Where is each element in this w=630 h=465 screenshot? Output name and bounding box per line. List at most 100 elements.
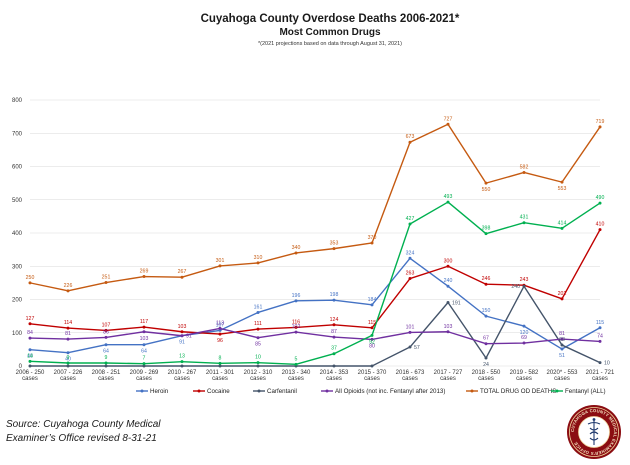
y-tick-label-0: 0 <box>19 364 23 370</box>
data-label-opioids-0: 84 <box>27 330 33 336</box>
data-label-opioids-15: 74 <box>597 333 603 339</box>
series-line-opioids <box>29 327 601 345</box>
point-carfentanil-2 <box>104 364 108 368</box>
data-label-total-10: 673 <box>406 134 415 140</box>
data-label-heroin-15: 115 <box>596 320 604 326</box>
point-heroin-9 <box>370 303 374 307</box>
point-opioids-1 <box>66 337 70 341</box>
data-label-opioids-8: 87 <box>331 329 337 335</box>
series-line-total <box>29 123 601 292</box>
data-label-fentanyl-11: 493 <box>444 194 453 200</box>
data-label-cocaine-7: 116 <box>292 319 300 325</box>
point-fentanyl-1 <box>66 361 70 365</box>
point-carfentanil-1 <box>66 364 70 368</box>
y-tick-label-500: 500 <box>12 198 23 204</box>
point-opioids-10 <box>408 330 412 334</box>
data-label-opioids-11: 103 <box>444 324 453 330</box>
legend-marker-cocaine <box>197 389 201 393</box>
legend-marker-heroin <box>140 389 144 393</box>
data-label-heroin-4: 91 <box>179 340 185 346</box>
point-total-15 <box>598 125 602 129</box>
data-label-fentanyl-13: 431 <box>520 215 529 221</box>
data-label-heroin-3: 64 <box>141 349 147 355</box>
point-fentanyl-12 <box>484 232 488 236</box>
point-total-9 <box>370 241 374 245</box>
data-label-cocaine-4: 103 <box>178 324 187 330</box>
point-opioids-5 <box>218 326 222 330</box>
legend-entry-cocaine: Cocaine <box>193 388 230 395</box>
data-label-cocaine-2: 107 <box>102 322 111 328</box>
point-cocaine-11 <box>446 264 450 268</box>
point-fentanyl-13 <box>522 221 526 225</box>
data-label-cocaine-13: 243 <box>520 277 529 283</box>
y-tick-label-400: 400 <box>12 231 23 237</box>
point-carfentanil-0 <box>28 364 32 368</box>
legend-entry-heroin: Heroin <box>136 388 169 395</box>
point-opioids-7 <box>294 330 298 334</box>
data-label-carfentanil-14: 63 <box>559 337 565 343</box>
point-cocaine-14 <box>560 297 564 301</box>
data-label-total-11: 727 <box>444 116 453 122</box>
data-label-opioids-2: 86 <box>103 329 109 335</box>
point-fentanyl-5 <box>218 361 222 365</box>
data-label-cocaine-12: 246 <box>482 276 491 282</box>
point-heroin-1 <box>66 351 70 355</box>
point-total-4 <box>180 275 184 279</box>
y-tick-label-100: 100 <box>12 331 23 337</box>
data-label-total-7: 340 <box>292 245 301 251</box>
data-label-opioids-5: 113 <box>216 320 224 326</box>
data-label-total-1: 226 <box>64 283 73 289</box>
source-line-1: Source: Cuyahoga County Medical <box>6 419 161 430</box>
y-tick-label-300: 300 <box>12 264 23 270</box>
point-total-3 <box>142 275 146 279</box>
data-label-cocaine-0: 127 <box>26 316 35 322</box>
data-label-fentanyl-14: 414 <box>558 220 567 226</box>
data-label-fentanyl-4: 13 <box>179 354 185 360</box>
data-label-carfentanil-10: 57 <box>414 345 420 351</box>
x-tick-label-4: 2010 - 267 cases <box>168 370 197 382</box>
legend-label-heroin: Heroin <box>150 388 169 395</box>
data-label-fentanyl-1: 9 <box>67 355 70 361</box>
data-label-total-8: 353 <box>330 241 339 247</box>
point-heroin-3 <box>142 343 146 347</box>
data-label-heroin-14: 51 <box>559 353 565 359</box>
x-axis: 2006 - 250 cases 2007 - 226 cases 2008 - 251… <box>16 370 615 382</box>
point-heroin-0 <box>28 348 32 352</box>
series-line-fentanyl <box>29 201 601 366</box>
data-label-opioids-3: 103 <box>140 336 149 342</box>
point-total-10 <box>408 140 412 144</box>
point-carfentanil-4 <box>180 364 184 368</box>
point-fentanyl-8 <box>332 352 336 356</box>
data-label-opioids-7: 102 <box>292 324 301 330</box>
point-cocaine-1 <box>66 326 70 330</box>
data-label-opioids-13: 69 <box>521 335 527 341</box>
point-fentanyl-11 <box>446 200 450 204</box>
data-label-cocaine-6: 111 <box>254 321 262 327</box>
x-tick-label-14: 2020* - 553 cases <box>546 370 578 382</box>
data-label-fentanyl-0: 14 <box>27 353 33 359</box>
data-label-opioids-9: 80 <box>369 343 375 349</box>
point-total-7 <box>294 251 298 255</box>
data-label-opioids-1: 81 <box>65 331 71 337</box>
point-total-8 <box>332 247 336 251</box>
data-label-total-6: 310 <box>254 255 263 261</box>
point-opioids-15 <box>598 339 602 343</box>
data-label-opioids-4: 91 <box>186 334 192 340</box>
x-tick-label-13: 2019 - 582 cases <box>510 370 539 382</box>
data-label-heroin-5: 107 <box>216 322 225 328</box>
data-label-total-0: 250 <box>26 275 35 281</box>
point-heroin-15 <box>598 326 602 330</box>
x-tick-label-9: 2015 - 370 cases <box>358 370 387 382</box>
data-label-heroin-8: 198 <box>330 292 339 298</box>
legend-entry-total: TOTAL DRUG OD DEATHS <box>466 388 556 395</box>
data-label-cocaine-3: 117 <box>140 319 148 325</box>
point-opioids-14 <box>560 337 564 341</box>
data-label-total-5: 301 <box>216 258 225 264</box>
data-label-fentanyl-6: 10 <box>255 355 261 361</box>
point-heroin-6 <box>256 310 260 314</box>
point-cocaine-10 <box>408 277 412 281</box>
x-tick-label-6: 2012 - 310 cases <box>244 370 273 382</box>
x-tick-label-5: 2011 - 301 cases <box>206 370 235 382</box>
data-label-cocaine-11: 300 <box>444 258 453 264</box>
